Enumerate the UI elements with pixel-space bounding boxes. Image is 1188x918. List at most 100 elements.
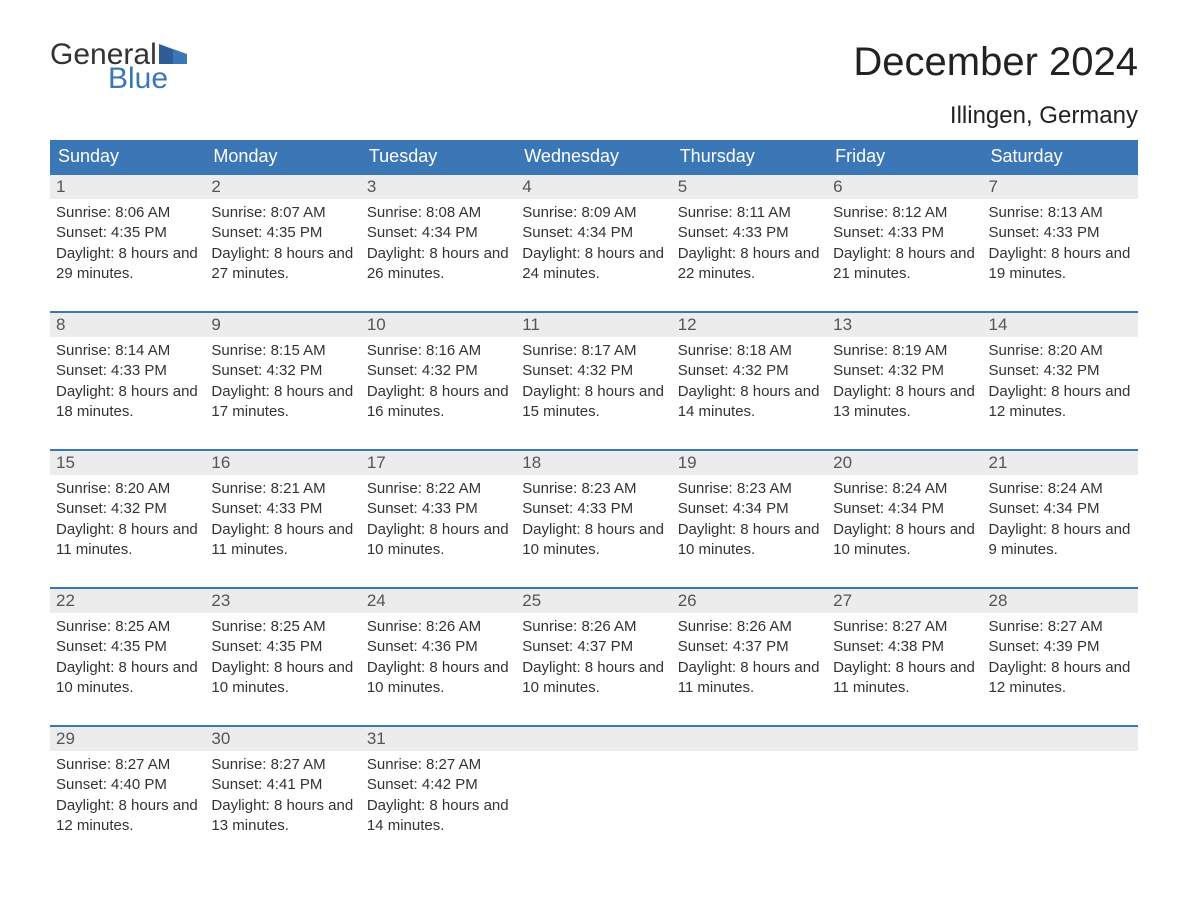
calendar-day: 22Sunrise: 8:25 AMSunset: 4:35 PMDayligh… <box>50 589 205 709</box>
sunrise-label: Sunrise: <box>678 618 733 635</box>
sunrise-line: Sunrise: 8:27 AM <box>833 617 976 637</box>
dow-cell: Wednesday <box>516 140 671 173</box>
daylight-line: Daylight: 8 hours and 24 minutes. <box>522 244 665 285</box>
sunrise-value: 8:15 AM <box>271 342 326 359</box>
daylight-label: Daylight: <box>522 383 580 400</box>
calendar-day: 27Sunrise: 8:27 AMSunset: 4:38 PMDayligh… <box>827 589 982 709</box>
sunset-value: 4:34 PM <box>1044 500 1100 517</box>
daylight-label: Daylight: <box>367 383 425 400</box>
sunrise-value: 8:27 AM <box>115 756 170 773</box>
sunset-line: Sunset: 4:35 PM <box>56 223 199 243</box>
day-number: 18 <box>516 451 671 475</box>
sunrise-line: Sunrise: 8:23 AM <box>522 479 665 499</box>
day-details: Sunrise: 8:26 AMSunset: 4:36 PMDaylight:… <box>361 613 516 698</box>
day-details: Sunrise: 8:18 AMSunset: 4:32 PMDaylight:… <box>672 337 827 422</box>
day-number: 10 <box>361 313 516 337</box>
day-details: Sunrise: 8:25 AMSunset: 4:35 PMDaylight:… <box>50 613 205 698</box>
daylight-line: Daylight: 8 hours and 10 minutes. <box>833 520 976 561</box>
sunrise-value: 8:06 AM <box>115 204 170 221</box>
calendar-day: 29Sunrise: 8:27 AMSunset: 4:40 PMDayligh… <box>50 727 205 847</box>
sunrise-line: Sunrise: 8:20 AM <box>56 479 199 499</box>
dow-cell: Friday <box>827 140 982 173</box>
dow-cell: Thursday <box>672 140 827 173</box>
calendar-day: 7Sunrise: 8:13 AMSunset: 4:33 PMDaylight… <box>983 175 1138 295</box>
calendar: SundayMondayTuesdayWednesdayThursdayFrid… <box>50 140 1138 847</box>
day-details: Sunrise: 8:21 AMSunset: 4:33 PMDaylight:… <box>205 475 360 560</box>
sunrise-value: 8:19 AM <box>892 342 947 359</box>
calendar-day: 13Sunrise: 8:19 AMSunset: 4:32 PMDayligh… <box>827 313 982 433</box>
daylight-line: Daylight: 8 hours and 13 minutes. <box>833 382 976 423</box>
sunset-label: Sunset: <box>56 224 107 241</box>
sunset-label: Sunset: <box>367 776 418 793</box>
day-number: 23 <box>205 589 360 613</box>
sunrise-line: Sunrise: 8:12 AM <box>833 203 976 223</box>
sunset-value: 4:32 PM <box>422 362 478 379</box>
sunrise-line: Sunrise: 8:11 AM <box>678 203 821 223</box>
location-label: Illingen, Germany <box>50 102 1138 130</box>
sunset-value: 4:32 PM <box>577 362 633 379</box>
sunset-value: 4:41 PM <box>266 776 322 793</box>
sunset-value: 4:42 PM <box>422 776 478 793</box>
calendar-day: 8Sunrise: 8:14 AMSunset: 4:33 PMDaylight… <box>50 313 205 433</box>
sunrise-value: 8:12 AM <box>892 204 947 221</box>
daylight-label: Daylight: <box>522 521 580 538</box>
sunset-line: Sunset: 4:36 PM <box>367 637 510 657</box>
sunrise-line: Sunrise: 8:25 AM <box>56 617 199 637</box>
calendar-day: 3Sunrise: 8:08 AMSunset: 4:34 PMDaylight… <box>361 175 516 295</box>
daylight-line: Daylight: 8 hours and 21 minutes. <box>833 244 976 285</box>
calendar-week: 29Sunrise: 8:27 AMSunset: 4:40 PMDayligh… <box>50 725 1138 847</box>
sunset-value: 4:34 PM <box>422 224 478 241</box>
sunrise-value: 8:23 AM <box>581 480 636 497</box>
sunrise-label: Sunrise: <box>989 480 1044 497</box>
day-number: 9 <box>205 313 360 337</box>
sunset-value: 4:35 PM <box>111 224 167 241</box>
calendar-week: 1Sunrise: 8:06 AMSunset: 4:35 PMDaylight… <box>50 173 1138 295</box>
daylight-label: Daylight: <box>678 245 736 262</box>
daylight-label: Daylight: <box>56 245 114 262</box>
sunset-label: Sunset: <box>367 362 418 379</box>
sunset-label: Sunset: <box>367 224 418 241</box>
daylight-line: Daylight: 8 hours and 13 minutes. <box>211 796 354 837</box>
day-details: Sunrise: 8:26 AMSunset: 4:37 PMDaylight:… <box>672 613 827 698</box>
calendar-day: 1Sunrise: 8:06 AMSunset: 4:35 PMDaylight… <box>50 175 205 295</box>
sunset-label: Sunset: <box>56 638 107 655</box>
sunset-value: 4:33 PM <box>888 224 944 241</box>
sunset-label: Sunset: <box>211 224 262 241</box>
sunrise-value: 8:27 AM <box>426 756 481 773</box>
sunrise-label: Sunrise: <box>833 342 888 359</box>
day-number: 1 <box>50 175 205 199</box>
daylight-label: Daylight: <box>211 245 269 262</box>
sunrise-line: Sunrise: 8:20 AM <box>989 341 1132 361</box>
sunset-line: Sunset: 4:35 PM <box>211 637 354 657</box>
sunrise-label: Sunrise: <box>211 756 266 773</box>
sunrise-value: 8:11 AM <box>737 204 791 221</box>
brand-word-blue: Blue <box>108 64 187 94</box>
day-details: Sunrise: 8:23 AMSunset: 4:33 PMDaylight:… <box>516 475 671 560</box>
sunset-label: Sunset: <box>989 638 1040 655</box>
sunrise-label: Sunrise: <box>56 342 111 359</box>
daylight-label: Daylight: <box>833 245 891 262</box>
dow-cell: Tuesday <box>361 140 516 173</box>
sunset-value: 4:33 PM <box>422 500 478 517</box>
sunrise-label: Sunrise: <box>367 342 422 359</box>
day-number: 14 <box>983 313 1138 337</box>
day-details: Sunrise: 8:15 AMSunset: 4:32 PMDaylight:… <box>205 337 360 422</box>
day-number: 30 <box>205 727 360 751</box>
day-details: Sunrise: 8:27 AMSunset: 4:38 PMDaylight:… <box>827 613 982 698</box>
sunset-label: Sunset: <box>211 500 262 517</box>
sunset-value: 4:34 PM <box>733 500 789 517</box>
daylight-label: Daylight: <box>678 659 736 676</box>
sunset-label: Sunset: <box>56 776 107 793</box>
daylight-line: Daylight: 8 hours and 10 minutes. <box>367 520 510 561</box>
day-details: Sunrise: 8:09 AMSunset: 4:34 PMDaylight:… <box>516 199 671 284</box>
sunrise-value: 8:26 AM <box>737 618 792 635</box>
sunrise-value: 8:27 AM <box>892 618 947 635</box>
sunset-line: Sunset: 4:33 PM <box>211 499 354 519</box>
sunrise-value: 8:23 AM <box>737 480 792 497</box>
daylight-line: Daylight: 8 hours and 9 minutes. <box>989 520 1132 561</box>
sunset-line: Sunset: 4:33 PM <box>56 361 199 381</box>
sunset-label: Sunset: <box>833 638 884 655</box>
calendar-day: 28Sunrise: 8:27 AMSunset: 4:39 PMDayligh… <box>983 589 1138 709</box>
day-number: 27 <box>827 589 982 613</box>
sunset-label: Sunset: <box>833 362 884 379</box>
